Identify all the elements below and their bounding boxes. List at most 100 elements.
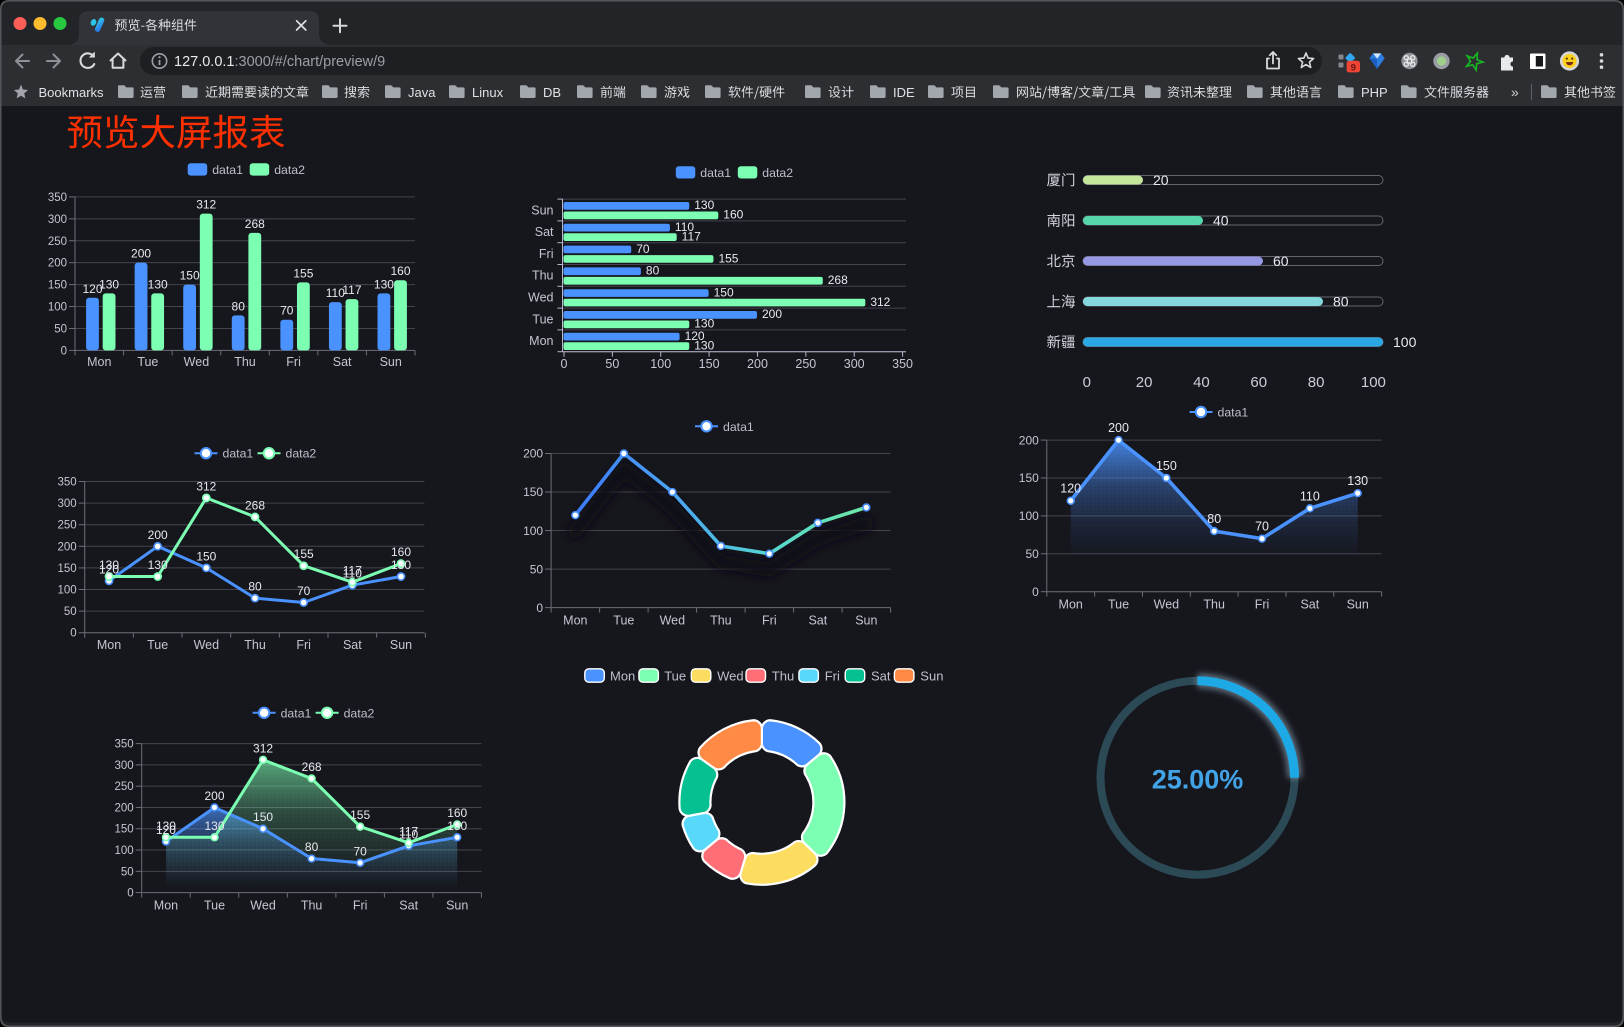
svg-text:50: 50 — [121, 866, 134, 878]
svg-text:data2: data2 — [344, 706, 375, 720]
svg-text:Sat: Sat — [1300, 598, 1319, 612]
svg-text:Wed: Wed — [660, 614, 686, 628]
svg-text:Thu: Thu — [244, 638, 266, 652]
svg-text:100: 100 — [1393, 334, 1417, 350]
svg-text:130: 130 — [99, 558, 119, 572]
svg-text:250: 250 — [795, 357, 816, 371]
svg-text:Mon: Mon — [154, 899, 178, 913]
svg-text:Thu: Thu — [532, 269, 554, 283]
svg-text:70: 70 — [1255, 520, 1269, 534]
svg-text:50: 50 — [605, 357, 619, 371]
svg-text:data2: data2 — [274, 163, 305, 177]
svg-text:100: 100 — [1019, 509, 1039, 523]
svg-text:Fri: Fri — [1255, 598, 1270, 612]
svg-text:80: 80 — [1333, 294, 1349, 310]
svg-text:Mon: Mon — [529, 334, 553, 348]
svg-text:200: 200 — [58, 541, 77, 553]
svg-text:120: 120 — [685, 329, 705, 343]
svg-text:Tue: Tue — [1108, 598, 1129, 612]
svg-text:268: 268 — [828, 273, 848, 287]
svg-text:20: 20 — [1153, 172, 1169, 188]
svg-text:130: 130 — [99, 277, 119, 291]
svg-text:100: 100 — [58, 585, 77, 597]
svg-text:Wed: Wed — [250, 899, 276, 913]
svg-text:80: 80 — [1207, 512, 1221, 526]
svg-text:70: 70 — [353, 844, 367, 858]
svg-text:Tue: Tue — [532, 312, 553, 326]
svg-text:250: 250 — [48, 236, 67, 248]
svg-text:150: 150 — [115, 824, 134, 836]
svg-text:350: 350 — [48, 192, 67, 204]
svg-text:Sun: Sun — [390, 638, 412, 652]
svg-text:100: 100 — [1361, 374, 1386, 391]
svg-text:Fri: Fri — [286, 355, 301, 369]
svg-text:Tue: Tue — [137, 355, 158, 369]
svg-text:120: 120 — [156, 823, 176, 837]
svg-text:130: 130 — [156, 819, 176, 833]
svg-text:9: 9 — [1351, 63, 1356, 74]
svg-text:Tue: Tue — [204, 899, 225, 913]
svg-text:0: 0 — [1032, 585, 1039, 599]
svg-text:Thu: Thu — [301, 899, 323, 913]
svg-text:Thu: Thu — [710, 614, 732, 628]
svg-text:0: 0 — [127, 888, 133, 900]
svg-text:200: 200 — [131, 247, 151, 261]
svg-text:PHP: PHP — [1361, 85, 1388, 100]
svg-text:160: 160 — [723, 208, 743, 222]
svg-text:130: 130 — [374, 277, 394, 291]
svg-text:100: 100 — [115, 845, 134, 857]
svg-text:130: 130 — [148, 558, 168, 572]
svg-text:100: 100 — [523, 524, 543, 538]
svg-text:Tue: Tue — [664, 668, 686, 683]
svg-text:Sun: Sun — [380, 355, 402, 369]
svg-text:130: 130 — [694, 198, 714, 212]
svg-text:Thu: Thu — [234, 355, 256, 369]
svg-text:50: 50 — [54, 323, 67, 335]
svg-text:DB: DB — [543, 85, 561, 100]
svg-text:300: 300 — [58, 498, 77, 510]
svg-text:268: 268 — [245, 217, 265, 231]
svg-text:data1: data1 — [212, 163, 243, 177]
svg-text:350: 350 — [58, 477, 77, 489]
svg-text:130: 130 — [148, 277, 168, 291]
svg-text:0: 0 — [536, 601, 543, 615]
svg-text:80: 80 — [232, 299, 246, 313]
svg-text:Wed: Wed — [717, 668, 744, 683]
svg-text:312: 312 — [253, 741, 273, 755]
svg-text:200: 200 — [523, 447, 543, 461]
svg-text:data2: data2 — [286, 447, 317, 461]
svg-text:Wed: Wed — [184, 355, 210, 369]
svg-text:300: 300 — [48, 214, 67, 226]
svg-text:20: 20 — [1136, 374, 1153, 391]
svg-text:312: 312 — [196, 198, 216, 212]
svg-text:80: 80 — [248, 580, 262, 594]
svg-text:data1: data1 — [281, 706, 312, 720]
svg-text:160: 160 — [447, 806, 467, 820]
svg-text:150: 150 — [1156, 459, 1177, 473]
svg-text:IDE: IDE — [893, 85, 915, 100]
svg-text:Sat: Sat — [808, 614, 827, 628]
svg-text:160: 160 — [390, 264, 410, 278]
svg-text:0: 0 — [70, 628, 76, 640]
svg-text:110: 110 — [326, 286, 345, 300]
svg-text:150: 150 — [1019, 471, 1039, 485]
svg-text:110: 110 — [1300, 489, 1320, 503]
svg-text:Sat: Sat — [535, 225, 554, 239]
svg-text:60: 60 — [1250, 374, 1267, 391]
svg-text:Wed: Wed — [194, 638, 220, 652]
svg-text:70: 70 — [636, 242, 650, 256]
svg-text:60: 60 — [1273, 253, 1289, 269]
svg-text:Sat: Sat — [333, 355, 352, 369]
svg-text:0: 0 — [61, 345, 67, 357]
svg-text:300: 300 — [844, 357, 865, 371]
svg-text:200: 200 — [148, 528, 168, 542]
svg-text:Sun: Sun — [920, 668, 943, 683]
svg-text:70: 70 — [280, 304, 294, 318]
svg-text:50: 50 — [530, 562, 544, 576]
svg-text:200: 200 — [115, 802, 134, 814]
svg-text:150: 150 — [58, 563, 77, 575]
svg-text:120: 120 — [99, 562, 119, 576]
svg-text:130: 130 — [1347, 474, 1368, 488]
svg-text:110: 110 — [343, 567, 362, 581]
svg-text:Bookmarks: Bookmarks — [39, 85, 105, 100]
